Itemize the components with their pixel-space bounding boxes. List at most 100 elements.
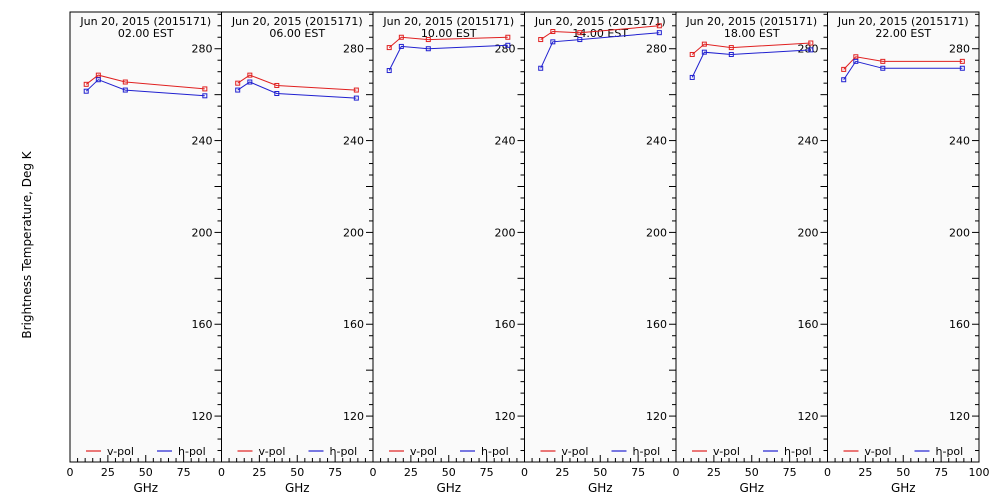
x-tick-label: 50	[442, 466, 456, 479]
panel-frame	[69, 11, 222, 463]
data-point-v-pol	[853, 54, 859, 60]
panel-subtitle: 06.00 EST	[269, 27, 325, 40]
y-tick-label: 160	[646, 318, 667, 331]
y-tick-label: 240	[646, 135, 667, 148]
x-tick-label: 50	[593, 466, 607, 479]
data-point-h-pol	[853, 58, 859, 64]
panel-title: Jun 20, 2015 (2015171)	[685, 15, 817, 28]
data-point-h-pol	[83, 88, 89, 94]
data-point-h-pol	[701, 49, 707, 55]
x-tick-label: 25	[252, 466, 266, 479]
data-point-h-pol	[880, 65, 886, 71]
x-axis-label: GHz	[133, 481, 158, 495]
series-line-v-pol	[843, 56, 963, 70]
series-line-v-pol	[85, 74, 205, 90]
chart-panel: Jun 20, 2015 (2015171)02.00 EST 0 25 50 75 GH…	[67, 11, 222, 495]
x-tick-label: 25	[555, 466, 569, 479]
x-tick-label: 50	[745, 466, 759, 479]
x-tick-label: 75	[934, 466, 948, 479]
y-tick-label: 240	[495, 135, 516, 148]
panel-title: Jun 20, 2015 (2015171)	[79, 15, 211, 28]
data-point-h-pol	[728, 51, 734, 57]
x-tick-label: 100	[969, 466, 990, 479]
y-tick-label: 240	[343, 135, 364, 148]
x-tick-label: 25	[101, 466, 115, 479]
y-tick-label: 120	[646, 410, 667, 423]
data-point-h-pol	[386, 68, 392, 74]
y-tick-label: 280	[949, 43, 970, 56]
data-point-v-pol	[398, 34, 404, 40]
x-tick-label: 0	[218, 466, 225, 479]
x-tick-label: 75	[631, 466, 645, 479]
panel-title: Jun 20, 2015 (2015171)	[837, 15, 969, 28]
panel-subtitle: 18.00 EST	[724, 27, 780, 40]
y-tick-label: 280	[192, 43, 213, 56]
y-tick-label: 120	[798, 410, 819, 423]
data-point-h-pol	[235, 87, 241, 93]
panel-frame	[675, 11, 828, 463]
panel-frame	[372, 11, 525, 463]
x-tick-label: 75	[328, 466, 342, 479]
y-tick-label: 240	[192, 135, 213, 148]
series-line-h-pol	[237, 81, 357, 99]
data-point-h-pol	[959, 65, 965, 71]
legend-label-v-pol: v-pol	[259, 445, 286, 458]
panel-title: Jun 20, 2015 (2015171)	[534, 15, 666, 28]
y-tick-label: 280	[495, 43, 516, 56]
x-tick-label: 0	[673, 466, 680, 479]
series-line-h-pol	[691, 49, 811, 78]
x-tick-label: 25	[707, 466, 721, 479]
x-tick-label: 0	[370, 466, 377, 479]
data-point-h-pol	[425, 46, 431, 52]
data-point-h-pol	[505, 42, 511, 48]
y-tick-label: 200	[798, 226, 819, 239]
data-point-h-pol	[274, 91, 280, 97]
x-axis-label: GHz	[739, 481, 764, 495]
legend-label-h-pol: h-pol	[178, 445, 206, 458]
data-point-v-pol	[959, 58, 965, 64]
x-tick-label: 0	[824, 466, 831, 479]
series-line-h-pol	[388, 44, 508, 71]
panel-subtitle: 02.00 EST	[118, 27, 174, 40]
data-point-v-pol	[841, 66, 847, 72]
x-axis-label: GHz	[436, 481, 461, 495]
y-tick-label: 120	[343, 410, 364, 423]
legend-label-h-pol: h-pol	[936, 445, 964, 458]
data-point-h-pol	[808, 47, 814, 53]
data-point-v-pol	[505, 34, 511, 40]
x-tick-label: 50	[290, 466, 304, 479]
data-point-h-pol	[353, 95, 359, 101]
chart-panel: Jun 20, 2015 (2015171)18.00 EST 0 25 50 75 GH…	[673, 11, 828, 495]
data-point-h-pol	[656, 30, 662, 36]
x-axis-label: GHz	[285, 481, 310, 495]
x-tick-label: 0	[67, 466, 74, 479]
data-point-v-pol	[550, 29, 556, 35]
data-point-v-pol	[274, 82, 280, 88]
data-point-v-pol	[656, 23, 662, 29]
data-point-h-pol	[122, 87, 128, 93]
y-tick-label: 200	[495, 226, 516, 239]
data-point-v-pol	[386, 45, 392, 51]
y-tick-label: 160	[495, 318, 516, 331]
data-point-h-pol	[841, 77, 847, 83]
y-tick-label: 240	[949, 135, 970, 148]
data-point-v-pol	[728, 45, 734, 51]
x-tick-label: 50	[139, 466, 153, 479]
x-tick-label: 25	[858, 466, 872, 479]
data-point-h-pol	[202, 93, 208, 99]
legend-label-h-pol: h-pol	[481, 445, 509, 458]
panel-subtitle: 10.00 EST	[421, 27, 477, 40]
data-point-h-pol	[550, 39, 556, 45]
data-point-h-pol	[247, 79, 253, 85]
y-tick-label: 120	[192, 410, 213, 423]
y-tick-label: 160	[343, 318, 364, 331]
chart-panel: Jun 20, 2015 (2015171)06.00 EST 0 25 50 75 GH…	[218, 11, 374, 495]
y-tick-label: 120	[495, 410, 516, 423]
data-point-v-pol	[247, 72, 253, 78]
series-line-v-pol	[237, 74, 357, 91]
y-tick-label: 160	[949, 318, 970, 331]
series-line-h-pol	[85, 79, 205, 97]
chart-panel: Jun 20, 2015 (2015171)22.00 EST 0 25 50 75 10…	[824, 11, 990, 495]
x-tick-label: 50	[896, 466, 910, 479]
